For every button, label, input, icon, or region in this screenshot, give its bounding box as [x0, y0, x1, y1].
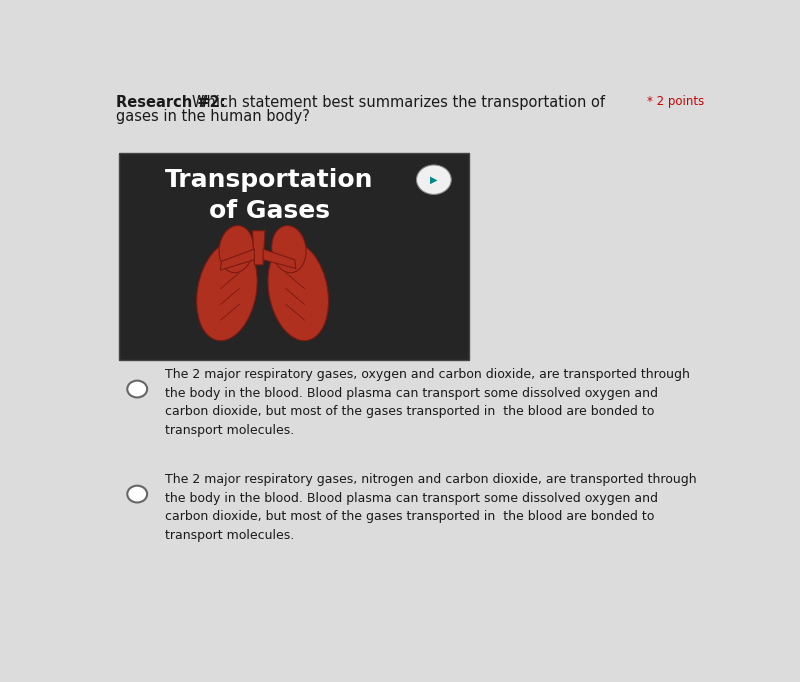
Text: ▶: ▶: [430, 175, 438, 185]
Ellipse shape: [219, 226, 254, 273]
Text: gases in the human body?: gases in the human body?: [115, 109, 310, 124]
Text: Transportation: Transportation: [165, 168, 374, 192]
Polygon shape: [263, 249, 296, 269]
Polygon shape: [253, 231, 265, 265]
Circle shape: [417, 165, 451, 194]
Ellipse shape: [268, 241, 329, 341]
Text: The 2 major respiratory gases, nitrogen and carbon dioxide, are transported thro: The 2 major respiratory gases, nitrogen …: [165, 473, 697, 542]
Ellipse shape: [272, 226, 306, 273]
Circle shape: [127, 381, 147, 398]
Text: of Gases: of Gases: [209, 199, 330, 223]
Text: Which statement best summarizes the transportation of: Which statement best summarizes the tran…: [192, 95, 605, 110]
Text: The 2 major respiratory gases, oxygen and carbon dioxide, are transported throug: The 2 major respiratory gases, oxygen an…: [165, 368, 690, 436]
Polygon shape: [220, 249, 254, 270]
Ellipse shape: [197, 241, 258, 341]
Circle shape: [127, 486, 147, 503]
Text: * 2 points: * 2 points: [647, 95, 705, 108]
FancyBboxPatch shape: [118, 153, 469, 360]
Text: Research #2:: Research #2:: [115, 95, 225, 110]
